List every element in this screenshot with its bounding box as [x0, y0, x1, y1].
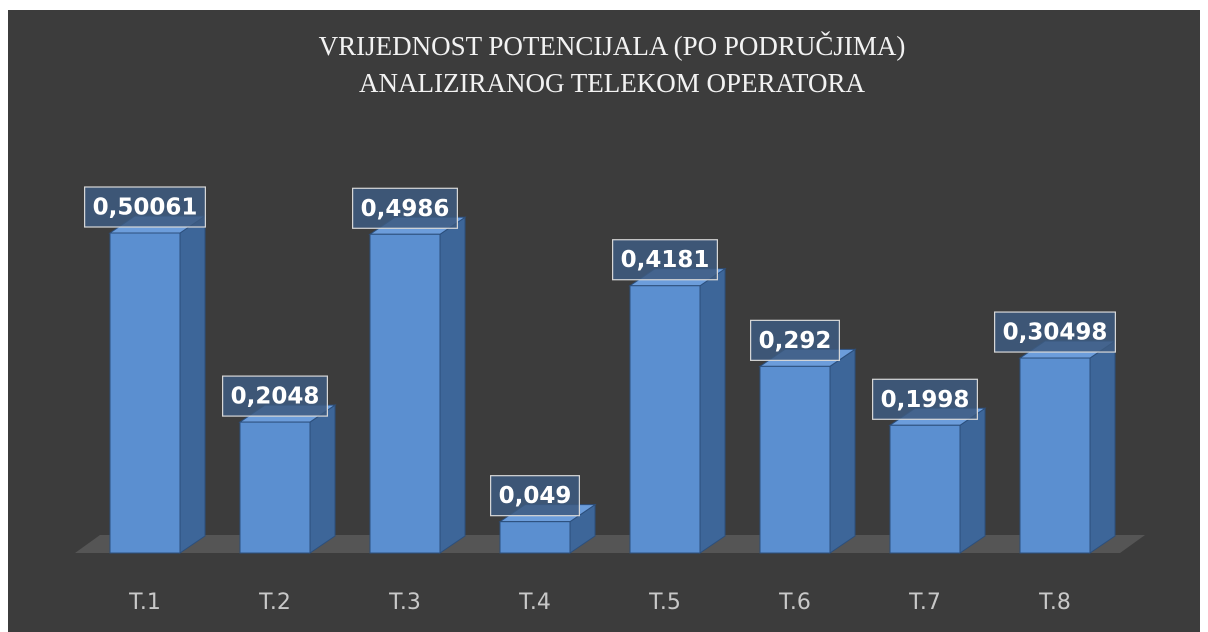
value-label-box: [612, 239, 718, 281]
bar: [889, 424, 961, 554]
x-tick-label: T.7: [908, 590, 941, 615]
bar: [239, 421, 311, 554]
value-label: 0,50061: [93, 195, 198, 221]
value-label-box: [352, 187, 458, 229]
bar: [629, 285, 701, 554]
bar: [109, 232, 181, 554]
value-label-box: [490, 475, 580, 517]
value-label: 0,049: [499, 483, 572, 509]
bar-side: [699, 267, 726, 554]
bar: [369, 233, 441, 554]
value-label: 0,1998: [881, 387, 970, 413]
floor: [75, 535, 1145, 553]
value-label: 0,4181: [621, 247, 710, 273]
chart-title: VRIJEDNOST POTENCIJALA (PO PODRUČJIMA): [319, 31, 906, 61]
bar-side: [829, 348, 856, 554]
bar-side: [179, 215, 206, 554]
bar: [759, 365, 831, 554]
value-label-box: [750, 319, 840, 361]
bar-side: [959, 407, 986, 554]
value-label-box: [872, 378, 978, 420]
bar-side: [439, 216, 466, 554]
bar: [499, 521, 571, 554]
x-tick-label: T.6: [778, 590, 811, 615]
x-tick-label: T.2: [258, 590, 291, 615]
value-label-box: [994, 311, 1116, 353]
x-tick-label: T.4: [518, 590, 551, 615]
x-tick-label: T.1: [128, 590, 161, 615]
x-tick-label: T.8: [1038, 590, 1071, 615]
bar: [1019, 357, 1091, 554]
value-label: 0,30498: [1003, 320, 1108, 346]
value-label-box: [84, 186, 206, 228]
value-label: 0,4986: [361, 196, 450, 222]
value-label: 0,292: [759, 328, 832, 354]
bar-side: [1089, 340, 1116, 554]
x-tick-label: T.5: [648, 590, 681, 615]
value-label-box: [222, 375, 328, 417]
chart-title: ANALIZIRANOG TELEKOM OPERATORA: [359, 68, 865, 98]
value-label: 0,2048: [231, 384, 320, 410]
bar-side: [309, 404, 336, 554]
x-tick-label: T.3: [388, 590, 421, 615]
